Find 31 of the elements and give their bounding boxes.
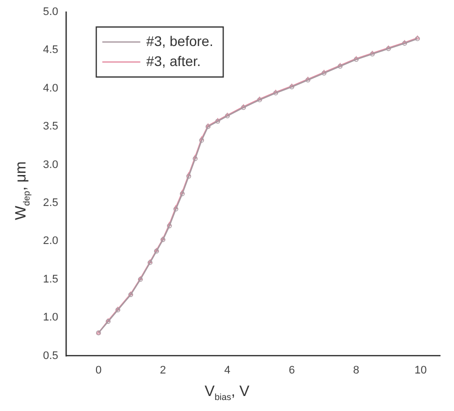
x-tick-label: 2	[160, 364, 166, 376]
x-tick-label: 4	[224, 364, 230, 376]
y-tick-label: 5.0	[42, 6, 58, 18]
y-tick-label: 2.5	[42, 197, 58, 210]
y-tick-label: 4.5	[42, 44, 58, 56]
point	[174, 205, 178, 209]
point	[192, 156, 198, 162]
point	[180, 191, 185, 196]
legend-label: #3, after.	[146, 52, 201, 69]
legend-label: #3, before.	[146, 32, 214, 49]
y-tick-label: 2.0	[42, 235, 58, 248]
point	[193, 154, 198, 159]
point	[167, 222, 172, 226]
x-tick-label: 8	[353, 364, 360, 376]
y-tick-label: 1.5	[42, 273, 58, 286]
y-tick-label: 1.0	[42, 312, 58, 324]
x-axis-title: V$_{bias}$, V	[204, 383, 250, 402]
x-tick-label: 10	[414, 364, 427, 376]
point	[186, 172, 191, 176]
x-tick-label: 0	[95, 364, 102, 376]
point	[180, 190, 184, 194]
point	[199, 138, 204, 143]
y-tick-label: 3.5	[42, 120, 58, 133]
y-tick-label: 0.5	[42, 350, 58, 362]
x-tick-label: 6	[288, 364, 295, 376]
y-tick-label: 4.0	[42, 82, 58, 94]
y-tick-label: 3.0	[42, 158, 58, 171]
point	[166, 224, 172, 228]
point	[199, 136, 204, 140]
point	[186, 174, 192, 179]
point	[173, 206, 178, 212]
